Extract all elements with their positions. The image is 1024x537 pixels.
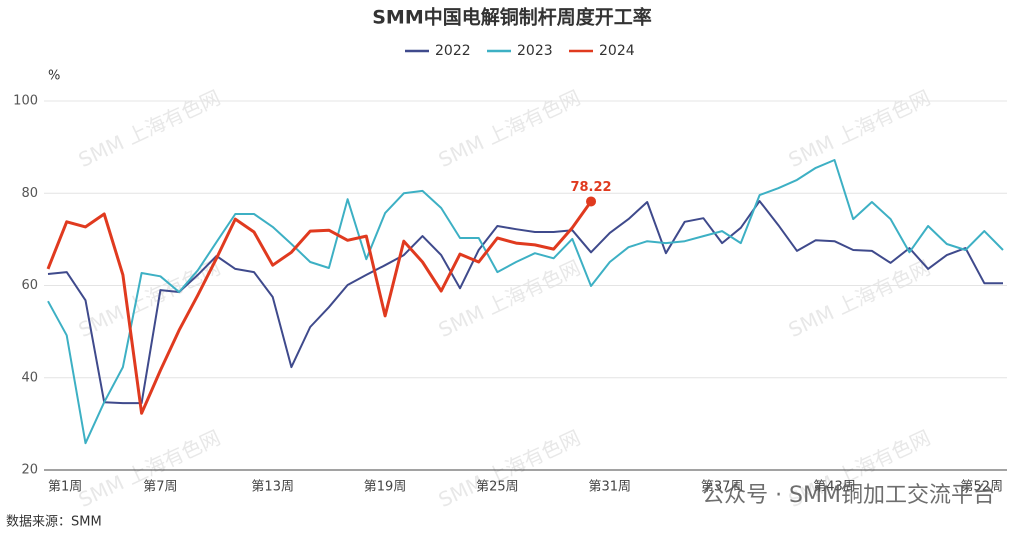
- watermark: SMM 上海有色网: [785, 255, 934, 342]
- watermark: SMM 上海有色网: [435, 255, 584, 342]
- legend-label: 2022: [435, 43, 471, 59]
- series-line: [47, 159, 1004, 445]
- y-tick-label: 100: [13, 94, 38, 109]
- y-tick-label: 40: [21, 370, 38, 385]
- x-tick-label: 第52周: [960, 480, 1003, 495]
- y-tick-label: 60: [21, 278, 38, 293]
- data-label: 78.22: [570, 180, 611, 195]
- x-tick-label: 第13周: [251, 480, 294, 495]
- x-tick-label: 第25周: [476, 480, 519, 495]
- watermark: SMM 上海有色网: [435, 85, 584, 172]
- watermarks: SMM 上海有色网 SMM 上海有色网 SMM 上海有色网 SMM 上海有色网 SMM …: [75, 85, 934, 512]
- x-tick-label: 第37周: [701, 480, 744, 495]
- watermark: SMM 上海有色网: [785, 85, 934, 172]
- watermark: SMM 上海有色网: [75, 255, 224, 342]
- watermark: SMM 上海有色网: [435, 425, 584, 512]
- legend-label: 2024: [599, 43, 635, 59]
- y-unit: %: [48, 69, 60, 84]
- overlay-caption: 公众号 · SMM铜加工交流平台: [702, 483, 995, 508]
- end-marker: [586, 196, 597, 207]
- x-tick-label: 第1周: [48, 480, 82, 495]
- watermark: SMM 上海有色网: [75, 425, 224, 512]
- x-tick-label: 第7周: [143, 480, 177, 495]
- series-line: [46, 200, 593, 415]
- y-tick-label: 20: [21, 463, 38, 478]
- source: 数据来源：SMM: [6, 515, 102, 530]
- series-line: [47, 200, 1003, 405]
- chart-title: SMM中国电解铜制杆周度开工率: [372, 6, 652, 29]
- x-tick-label: 第31周: [588, 480, 631, 495]
- y-tick-label: 80: [21, 186, 38, 201]
- legend-label: 2023: [517, 43, 553, 59]
- x-tick-label: 第19周: [364, 480, 407, 495]
- watermark: SMM 上海有色网: [75, 85, 224, 172]
- x-tick-label: 第43周: [813, 480, 856, 495]
